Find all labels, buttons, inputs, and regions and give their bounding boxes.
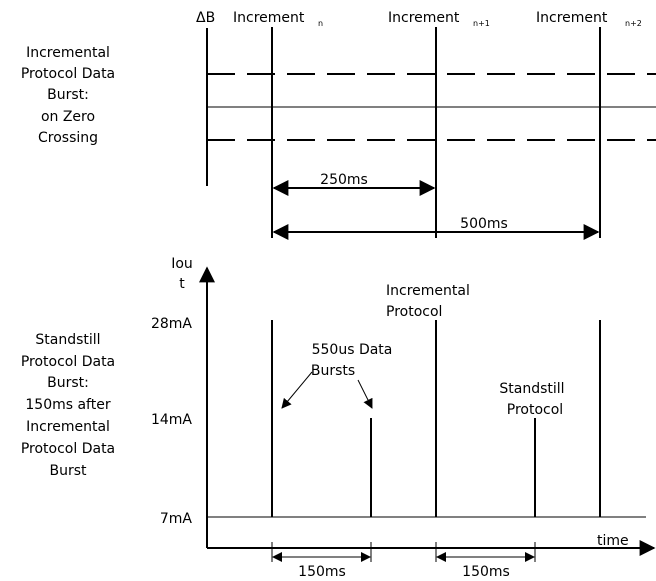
increment-n-subscript: n bbox=[318, 19, 323, 28]
desc-line: Protocol Data bbox=[21, 66, 115, 82]
y-tick-label: 14mA bbox=[151, 412, 192, 428]
bottom-section: Iou t time 28mA 14mA 7mA Standstill Prot… bbox=[21, 256, 656, 580]
dimension-250ms: 250ms bbox=[272, 172, 436, 196]
standstill-protocol-label: Protocol bbox=[507, 402, 563, 418]
dimension-label: 150ms bbox=[298, 564, 346, 580]
increment-n-label: Increment bbox=[233, 10, 305, 26]
bursts-label: 550us Data bbox=[312, 342, 393, 358]
desc-line: Standstill bbox=[35, 332, 100, 348]
desc-line: on Zero bbox=[41, 109, 95, 125]
dimension-150ms-a: 150ms bbox=[271, 542, 372, 580]
increment-n2-label: Increment bbox=[536, 10, 608, 26]
y-axis-label: Iou bbox=[171, 256, 193, 272]
y-tick-label: 7mA bbox=[160, 511, 193, 527]
dimension-500ms: 500ms bbox=[272, 216, 600, 240]
desc-line: Burst bbox=[49, 463, 87, 479]
dimension-label: 500ms bbox=[460, 216, 508, 232]
desc-line: Incremental bbox=[26, 419, 110, 435]
incremental-protocol-label: Protocol bbox=[386, 304, 442, 320]
dimension-label: 150ms bbox=[462, 564, 510, 580]
desc-line: Burst: bbox=[47, 375, 89, 391]
incremental-protocol-label: Incremental bbox=[386, 283, 470, 299]
bursts-label: Bursts bbox=[311, 363, 355, 379]
incremental-burst-description: Incremental Protocol Data Burst: on Zero… bbox=[21, 45, 115, 146]
x-axis-label: time bbox=[597, 533, 629, 549]
desc-line: Crossing bbox=[38, 130, 98, 146]
increment-n2-subscript: n+2 bbox=[625, 19, 642, 28]
desc-line: Protocol Data bbox=[21, 354, 115, 370]
increment-n1-label: Increment bbox=[388, 10, 460, 26]
dimension-150ms-b: 150ms bbox=[435, 542, 536, 580]
burst-arrow bbox=[281, 371, 313, 409]
burst-arrow bbox=[357, 379, 373, 409]
y-axis-label: t bbox=[179, 276, 185, 292]
dimension-label: 250ms bbox=[320, 172, 368, 188]
desc-line: 150ms after bbox=[25, 397, 110, 413]
increment-n1-subscript: n+1 bbox=[473, 19, 490, 28]
standstill-burst-description: Standstill Protocol Data Burst: 150ms af… bbox=[21, 332, 115, 479]
standstill-protocol-label: Standstill bbox=[499, 381, 564, 397]
top-section: ΔB Increment n Increment n+1 Increment n… bbox=[21, 10, 656, 240]
delta-b-label: ΔB bbox=[196, 10, 215, 26]
desc-line: Protocol Data bbox=[21, 441, 115, 457]
y-tick-label: 28mA bbox=[151, 316, 192, 332]
desc-line: Burst: bbox=[47, 87, 89, 103]
desc-line: Incremental bbox=[26, 45, 110, 61]
